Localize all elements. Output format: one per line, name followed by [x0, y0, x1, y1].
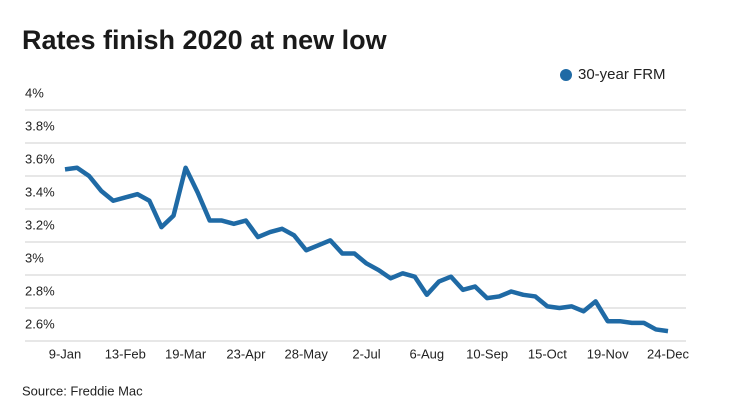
x-tick-label: 19-Mar: [165, 346, 207, 361]
x-tick-label: 9-Jan: [49, 346, 82, 361]
legend-marker: [560, 69, 572, 81]
series-line: [64, 165, 669, 334]
y-tick-label: 2.6%: [25, 316, 55, 331]
y-tick-label: 2.8%: [25, 283, 55, 298]
legend-label: 30-year FRM: [578, 66, 666, 83]
y-tick-label: 3%: [25, 250, 44, 265]
chart-title: Rates finish 2020 at new low: [22, 25, 388, 55]
y-tick-label: 3.6%: [25, 151, 55, 166]
x-tick-label: 28-May: [285, 346, 329, 361]
y-tick-label: 3.8%: [25, 118, 55, 133]
y-tick-label: 3.4%: [25, 184, 55, 199]
y-tick-label: 3.2%: [25, 217, 55, 232]
source-note: Source: Freddie Mac: [22, 383, 143, 398]
y-tick-label: 4%: [25, 85, 44, 100]
x-tick-label: 19-Nov: [587, 346, 629, 361]
x-tick-label: 13-Feb: [105, 346, 146, 361]
x-tick-label: 10-Sep: [466, 346, 508, 361]
x-tick-label: 23-Apr: [226, 346, 266, 361]
x-tick-label: 2-Jul: [352, 346, 380, 361]
x-tick-label: 24-Dec: [647, 346, 689, 361]
x-tick-label: 6-Aug: [409, 346, 444, 361]
x-tick-label: 15-Oct: [528, 346, 567, 361]
